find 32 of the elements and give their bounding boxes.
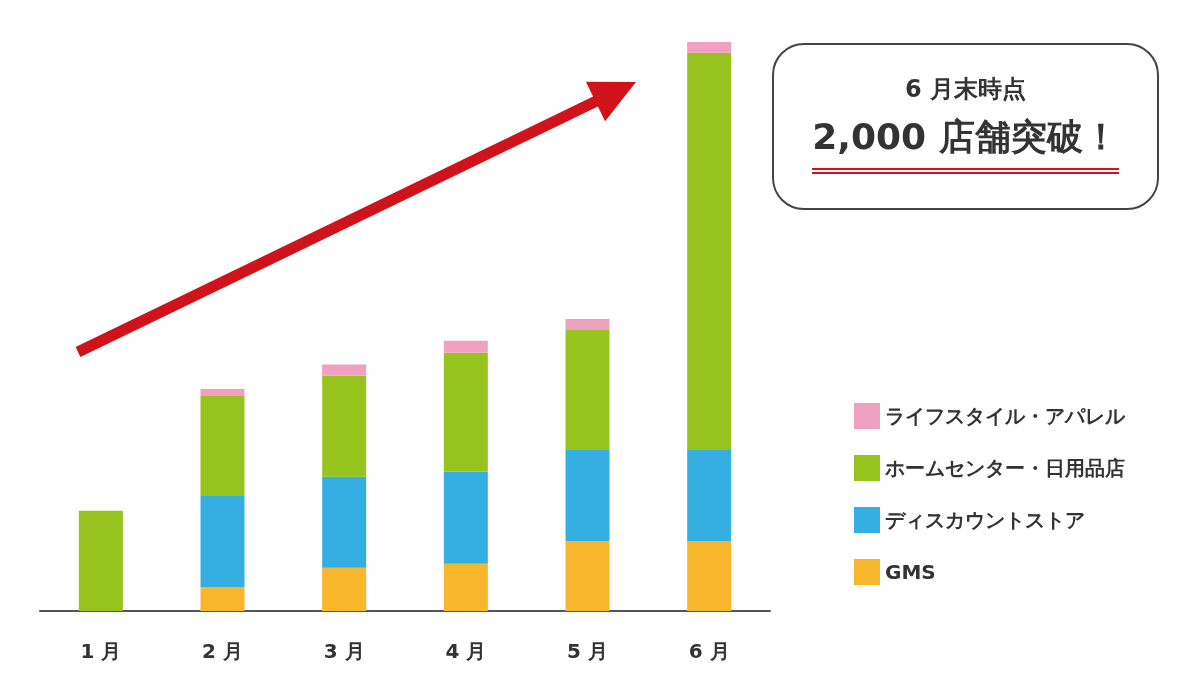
x-tick-label: 6 月 [688, 639, 730, 663]
bar [565, 449, 610, 542]
bar [443, 352, 488, 472]
bar [687, 42, 732, 53]
bar [78, 510, 123, 611]
x-tick-label: 5 月 [567, 639, 608, 663]
bar [443, 340, 488, 353]
bar [322, 476, 367, 568]
bar [200, 496, 245, 588]
bar [687, 449, 732, 542]
bar [200, 395, 245, 497]
bar [322, 364, 367, 376]
bar [443, 471, 488, 564]
bar [565, 319, 610, 330]
legend-label: GMS [885, 560, 936, 584]
callout-box: 6 月末時点 2,000 店舗突破！ [772, 43, 1159, 210]
bar [322, 567, 367, 611]
bar [565, 329, 610, 450]
x-tick-label: 2 月 [202, 639, 243, 663]
x-tick-label: 1 月 [80, 639, 122, 663]
x-tick-label: 4 月 [445, 639, 487, 663]
legend-label: ライフスタイル・アパレル [885, 404, 1126, 428]
legend-label: ホームセンター・日用品店 [884, 456, 1125, 480]
bar [443, 563, 488, 611]
bar [200, 389, 245, 396]
x-tick-label: 3 月 [323, 639, 365, 663]
bar [565, 541, 610, 611]
bar [687, 541, 732, 611]
bar [200, 587, 245, 611]
legend-label: ディスカウントストア [885, 508, 1085, 532]
bar [322, 375, 367, 477]
bar [687, 52, 732, 450]
